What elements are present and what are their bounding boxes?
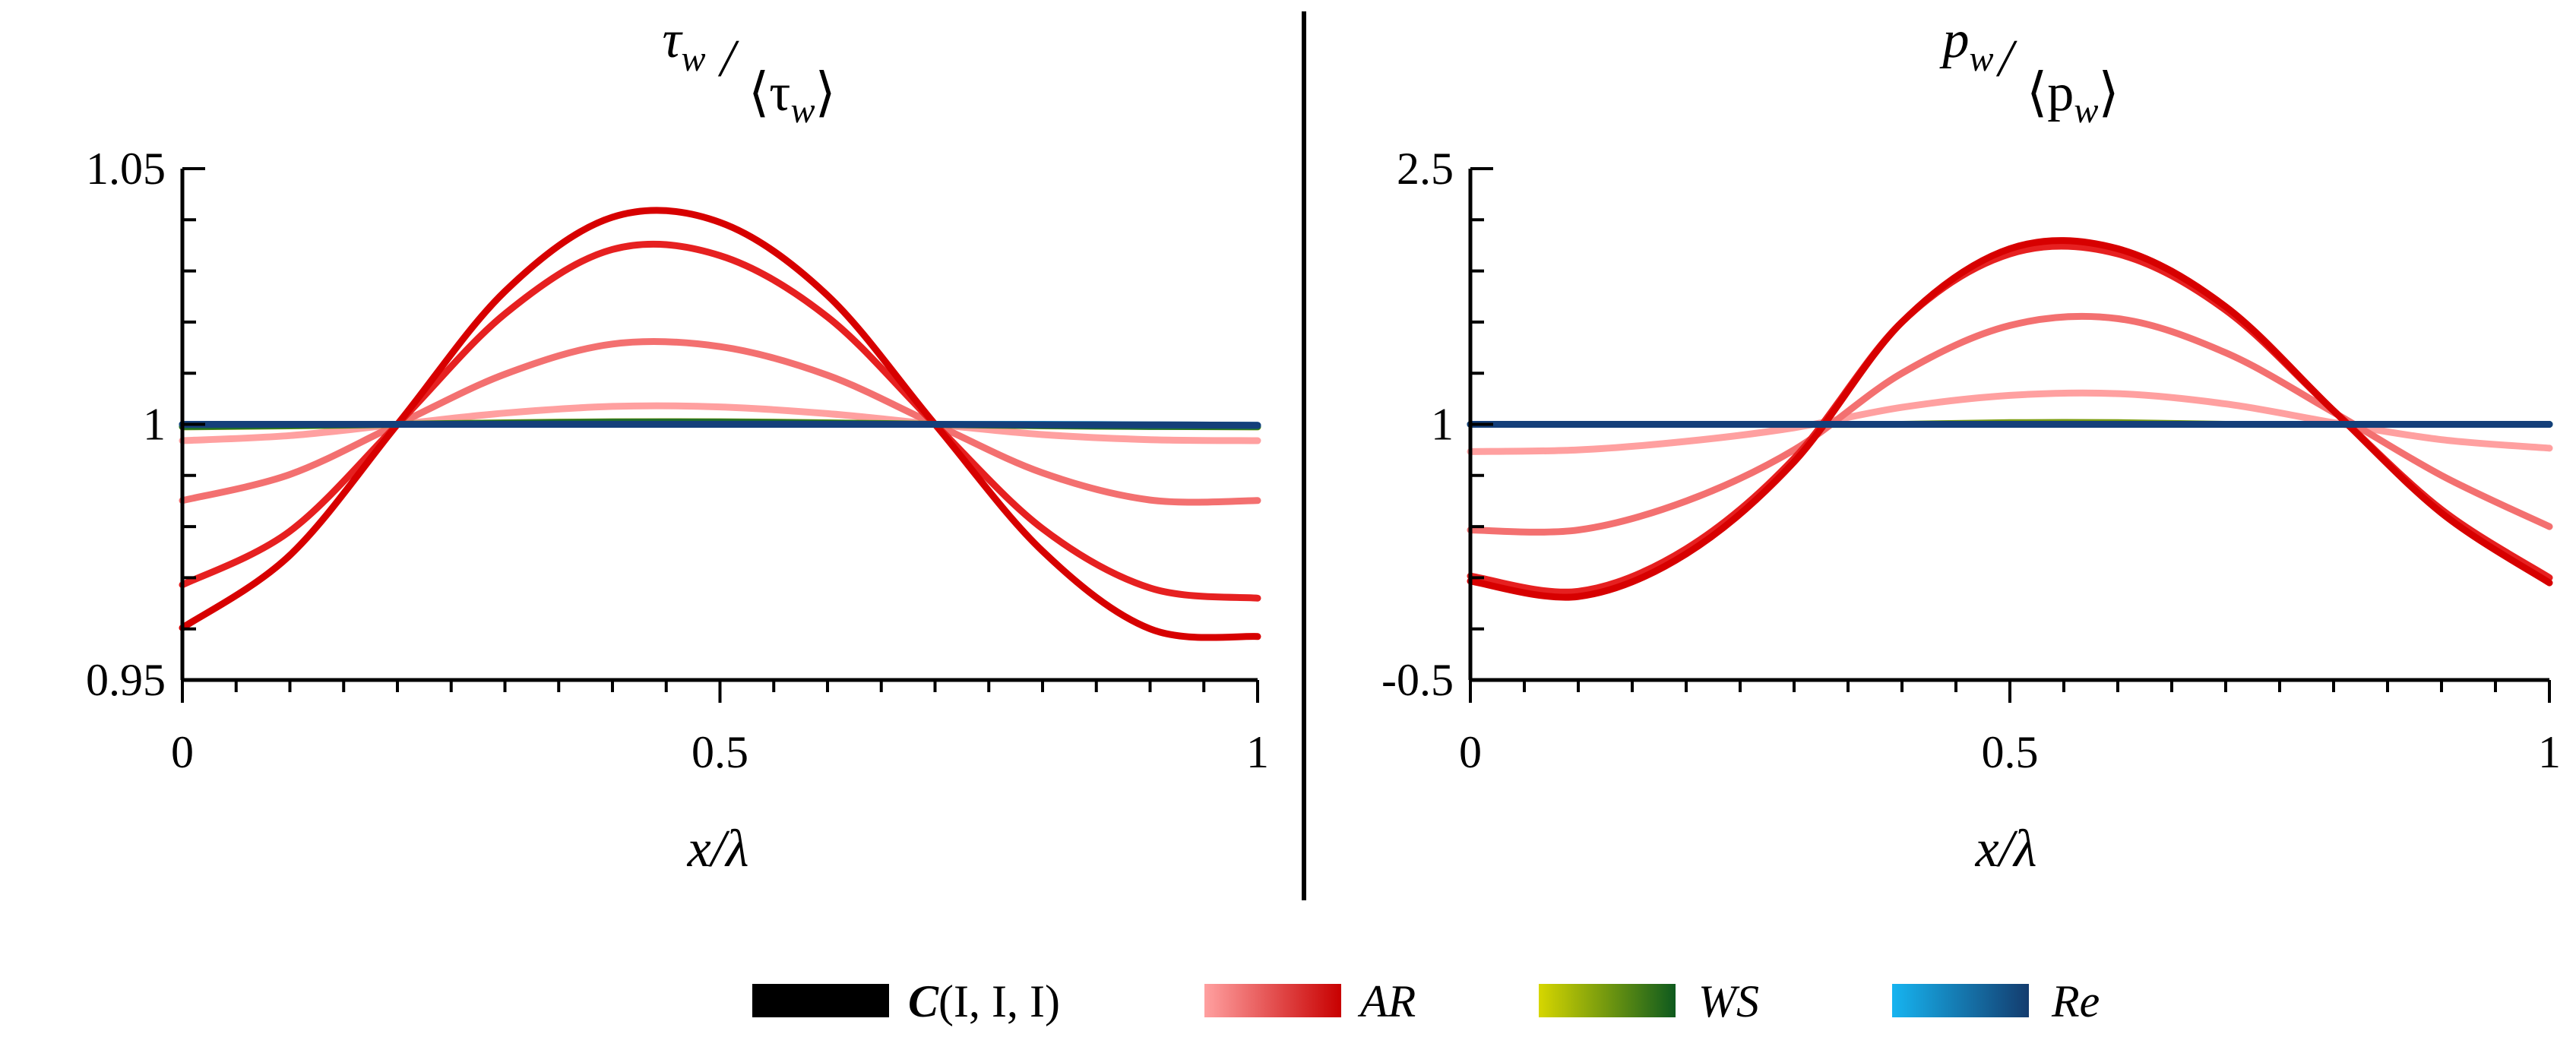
series-line-ar-1 bbox=[1467, 312, 2553, 536]
panel-wall-shear-stress: 0.95 1 1.05 0 0.5 1 τw / ⟨τw⟩ x/λ bbox=[86, 11, 1269, 878]
legend-swatch-re bbox=[1892, 984, 2029, 1017]
panel-title-right: pw bbox=[1938, 11, 1993, 79]
legend-label-c: C(I, I, I) bbox=[908, 976, 1060, 1026]
panel-title-right-slash: / bbox=[1995, 30, 2017, 88]
legend-item-c: C(I, I, I) bbox=[752, 976, 1060, 1026]
legend-label-ar: AR bbox=[1357, 976, 1416, 1026]
panel-title-left: τw bbox=[662, 11, 705, 79]
x-tick-label: 0 bbox=[1459, 727, 1482, 777]
axes-left: 0.95 1 1.05 0 0.5 1 bbox=[86, 144, 1269, 777]
panel-title-right-denominator: ⟨pw⟩ bbox=[2027, 64, 2119, 131]
panel-title-left-slash: / bbox=[717, 30, 739, 88]
legend-swatch-ar bbox=[1204, 984, 1341, 1017]
legend-swatch-ws bbox=[1539, 984, 1676, 1017]
legend-swatch-c bbox=[752, 984, 889, 1017]
x-tick-label: 0 bbox=[171, 727, 194, 777]
series-line-re-7 bbox=[179, 420, 1261, 429]
legend: C(I, I, I) AR WS Re bbox=[752, 976, 2100, 1026]
legend-item-ws: WS bbox=[1539, 976, 1759, 1026]
series-lines-right bbox=[1467, 237, 2553, 601]
legend-item-ar: AR bbox=[1204, 976, 1416, 1026]
x-tick-label: 0.5 bbox=[1982, 727, 2039, 777]
x-tick-label: 1 bbox=[1246, 727, 1269, 777]
y-tick-label: 1 bbox=[1431, 400, 1454, 450]
y-tick-label: 2.5 bbox=[1397, 144, 1454, 194]
legend-label-re: Re bbox=[2051, 976, 2100, 1026]
legend-label-ws: WS bbox=[1698, 976, 1759, 1026]
x-tick-label: 1 bbox=[2538, 727, 2561, 777]
y-tick-label: 0.95 bbox=[86, 655, 166, 705]
series-lines-left bbox=[179, 207, 1261, 641]
panel-wall-pressure: -0.5 1 2.5 0 0.5 1 pw / ⟨pw⟩ x/λ bbox=[1381, 11, 2561, 878]
series-line-ar-3 bbox=[1467, 237, 2553, 601]
panel-title-left-denominator: ⟨τw⟩ bbox=[748, 64, 836, 131]
x-tick-label: 0.5 bbox=[691, 727, 748, 777]
axes-right: -0.5 1 2.5 0 0.5 1 bbox=[1381, 144, 2561, 777]
series-line-ar-1 bbox=[179, 337, 1261, 506]
x-axis-label-left: x/λ bbox=[687, 820, 749, 878]
legend-item-re: Re bbox=[1892, 976, 2100, 1026]
series-line-ar-3 bbox=[179, 207, 1261, 641]
y-tick-label: -0.5 bbox=[1381, 655, 1454, 705]
series-line-ar-2 bbox=[1467, 242, 2553, 596]
y-tick-label: 1 bbox=[143, 400, 166, 450]
series-line-ar-2 bbox=[179, 240, 1261, 602]
y-tick-label: 1.05 bbox=[86, 144, 166, 194]
x-axis-label-right: x/λ bbox=[1975, 820, 2037, 878]
